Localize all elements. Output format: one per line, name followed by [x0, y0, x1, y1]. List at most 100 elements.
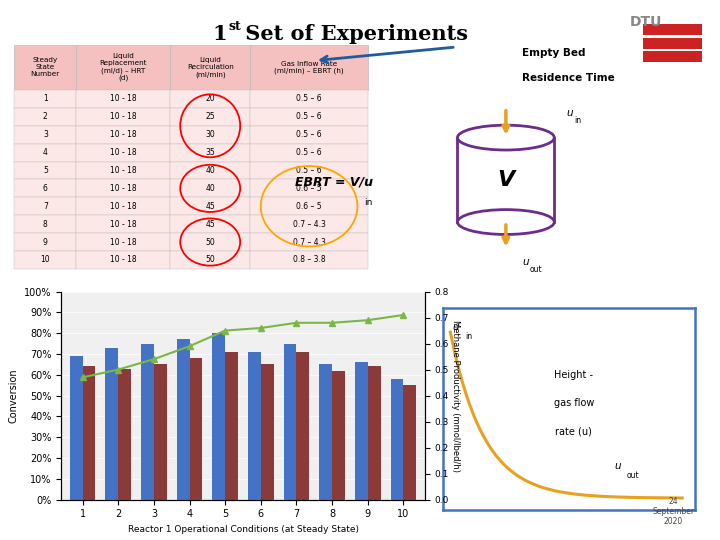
- Text: 30: 30: [205, 130, 215, 139]
- Text: out: out: [626, 471, 639, 481]
- Text: 10 - 18: 10 - 18: [110, 238, 137, 247]
- Bar: [14, 251, 76, 269]
- Bar: [154, 364, 167, 500]
- Text: 10 - 18: 10 - 18: [110, 255, 137, 265]
- Text: EBRT = V/u: EBRT = V/u: [295, 176, 373, 188]
- Bar: [14, 90, 76, 108]
- Bar: [170, 161, 250, 179]
- Text: 25: 25: [205, 112, 215, 122]
- Bar: [76, 251, 170, 269]
- Bar: [332, 370, 345, 500]
- Bar: [14, 233, 76, 251]
- Bar: [189, 358, 202, 500]
- Text: u: u: [522, 257, 528, 267]
- Bar: [250, 215, 368, 233]
- Text: rate (u): rate (u): [555, 426, 593, 436]
- Text: 45: 45: [205, 220, 215, 228]
- Text: 0.7 – 4.3: 0.7 – 4.3: [292, 238, 325, 247]
- Bar: [225, 352, 238, 500]
- Bar: [170, 233, 250, 251]
- Text: Gas Inflow Rate
(ml/min) – EBRT (h): Gas Inflow Rate (ml/min) – EBRT (h): [274, 60, 344, 74]
- Text: 10 - 18: 10 - 18: [110, 130, 137, 139]
- Bar: [250, 233, 368, 251]
- Bar: [319, 364, 332, 500]
- Bar: [170, 126, 250, 144]
- Text: 10 - 18: 10 - 18: [110, 148, 137, 157]
- Text: 7: 7: [43, 202, 48, 211]
- Bar: [250, 144, 368, 161]
- Text: u: u: [614, 461, 621, 471]
- Text: in: in: [575, 116, 582, 125]
- Bar: [368, 367, 381, 500]
- Text: 45: 45: [205, 202, 215, 211]
- Text: u: u: [567, 108, 573, 118]
- Bar: [250, 251, 368, 269]
- Bar: [14, 179, 76, 197]
- Bar: [261, 364, 274, 500]
- Bar: [170, 144, 250, 161]
- Text: Residence Time: Residence Time: [522, 73, 615, 83]
- Text: 0.6 – 5: 0.6 – 5: [297, 184, 322, 193]
- Y-axis label: Conversion: Conversion: [9, 368, 19, 423]
- Text: DTU: DTU: [630, 15, 662, 29]
- Bar: [248, 352, 261, 500]
- Text: 0.7 – 4.3: 0.7 – 4.3: [292, 220, 325, 228]
- Bar: [14, 126, 76, 144]
- Bar: [170, 90, 250, 108]
- Text: 5: 5: [43, 166, 48, 175]
- Bar: [14, 108, 76, 126]
- Text: 6: 6: [43, 184, 48, 193]
- Text: 8: 8: [43, 220, 48, 228]
- Bar: [250, 197, 368, 215]
- Text: out: out: [530, 265, 543, 274]
- Bar: [170, 108, 250, 126]
- Text: Liquid
Replacement
(ml/d) – HRT
(d): Liquid Replacement (ml/d) – HRT (d): [99, 53, 147, 82]
- X-axis label: Reactor 1 Operational Conditions (at Steady State): Reactor 1 Operational Conditions (at Ste…: [127, 525, 359, 534]
- Bar: [643, 24, 701, 35]
- Bar: [250, 126, 368, 144]
- Bar: [76, 144, 170, 161]
- Bar: [297, 352, 310, 500]
- Text: Steady
State
Number: Steady State Number: [31, 57, 60, 77]
- Bar: [170, 179, 250, 197]
- Bar: [14, 161, 76, 179]
- Bar: [76, 215, 170, 233]
- Bar: [170, 215, 250, 233]
- Bar: [118, 368, 131, 500]
- Bar: [70, 356, 83, 500]
- Bar: [284, 343, 297, 500]
- Bar: [76, 197, 170, 215]
- Text: 0.5 – 6: 0.5 – 6: [297, 130, 322, 139]
- Text: 10 - 18: 10 - 18: [110, 94, 137, 104]
- Bar: [390, 379, 403, 500]
- Bar: [643, 38, 701, 49]
- Bar: [14, 144, 76, 161]
- Text: 0.5 – 6: 0.5 – 6: [297, 166, 322, 175]
- Text: 40: 40: [205, 184, 215, 193]
- Text: 1: 1: [212, 24, 227, 44]
- Text: 20: 20: [205, 94, 215, 104]
- Text: 50: 50: [205, 238, 215, 247]
- Text: 50: 50: [205, 255, 215, 265]
- Text: 1: 1: [43, 94, 48, 104]
- Text: 0.8 – 3.8: 0.8 – 3.8: [293, 255, 325, 265]
- Bar: [170, 197, 250, 215]
- Text: 10: 10: [40, 255, 50, 265]
- Text: Liquid
Recirculation
(ml/min): Liquid Recirculation (ml/min): [186, 57, 233, 78]
- Text: 10 - 18: 10 - 18: [110, 112, 137, 122]
- Bar: [14, 215, 76, 233]
- Bar: [403, 385, 416, 500]
- Text: Empty Bed: Empty Bed: [522, 48, 585, 58]
- Text: 40: 40: [205, 166, 215, 175]
- Bar: [141, 343, 154, 500]
- Bar: [76, 90, 170, 108]
- Bar: [457, 138, 554, 222]
- Text: 0.6 – 5: 0.6 – 5: [297, 202, 322, 211]
- Text: Set of Experiments: Set of Experiments: [238, 24, 467, 44]
- Bar: [250, 161, 368, 179]
- Bar: [83, 367, 96, 500]
- Text: 35: 35: [205, 148, 215, 157]
- Text: in: in: [466, 332, 472, 341]
- Bar: [170, 45, 250, 90]
- Text: 9: 9: [43, 238, 48, 247]
